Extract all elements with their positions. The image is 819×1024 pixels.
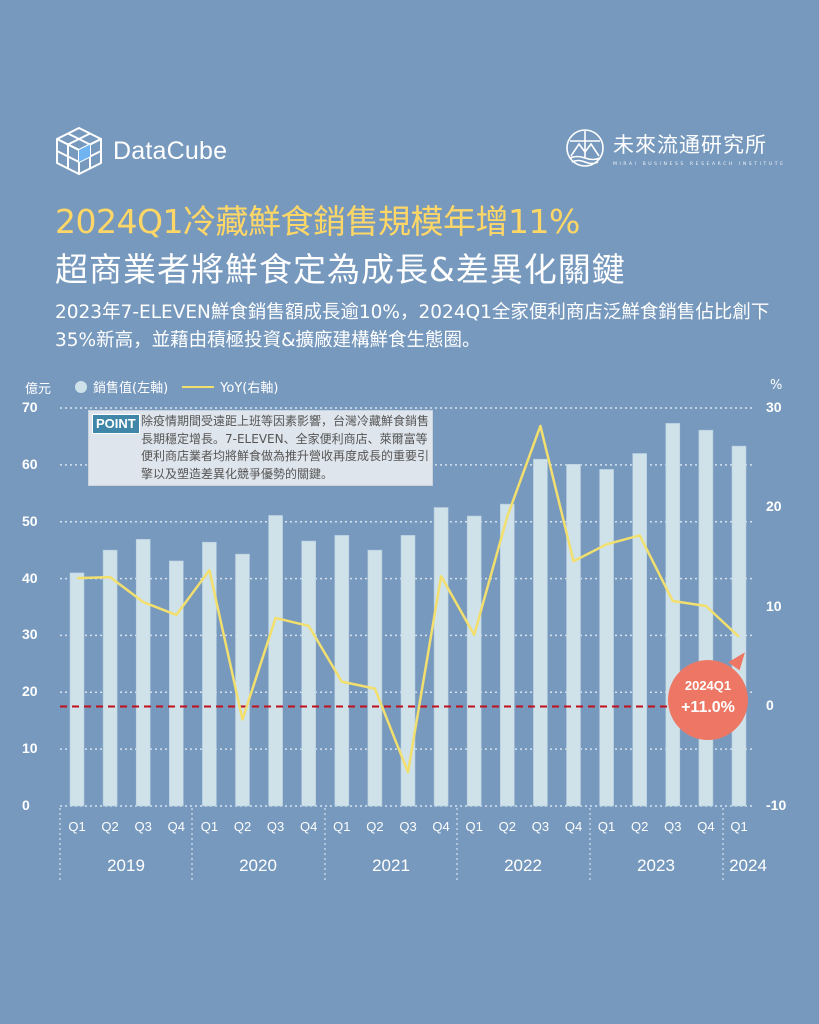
x-quarter-label: Q2 xyxy=(233,819,252,834)
sales-bar xyxy=(69,572,85,807)
y-tick-left: 50 xyxy=(22,513,38,529)
x-quarter-label: Q3 xyxy=(399,819,417,834)
datacube-logo: DataCube xyxy=(55,126,227,176)
x-quarter-label: Q2 xyxy=(498,819,516,834)
mirai-name-cn: 未來流通研究所 xyxy=(613,133,767,157)
sales-bar xyxy=(433,507,449,807)
x-quarter-label: Q3 xyxy=(664,819,682,834)
x-quarter-label: Q1 xyxy=(465,819,483,834)
line-legend-label: YoY(右軸) xyxy=(220,381,279,396)
sales-bar xyxy=(102,549,118,807)
x-quarter-label: Q1 xyxy=(597,819,616,834)
bar-legend-label: 銷售值(左軸) xyxy=(93,381,169,396)
left-axis-unit: 億元 xyxy=(25,382,52,397)
x-quarter-label: Q3 xyxy=(531,819,550,834)
mountain-circle-icon xyxy=(566,129,604,167)
x-quarter-label: Q4 xyxy=(432,819,450,834)
point-text: 除疫情期間受遠距上班等因素影響，台灣冷藏鮮食銷售長期穩定增長。7-ELEVEN、… xyxy=(141,414,430,481)
x-quarter-label: Q1 xyxy=(200,819,219,834)
sales-bar xyxy=(169,560,184,807)
sales-bar xyxy=(698,429,714,807)
y-tick-right: 10 xyxy=(766,598,782,614)
y-tick-right: 30 xyxy=(766,399,782,415)
x-quarter-label: Q1 xyxy=(730,819,748,834)
sales-bar xyxy=(499,503,515,807)
y-tick-left: 30 xyxy=(22,626,38,642)
x-quarter-label: Q3 xyxy=(134,819,152,834)
x-quarter-label: Q4 xyxy=(697,819,715,834)
y-tick-right: 0 xyxy=(766,697,774,713)
sales-bar xyxy=(466,515,482,807)
sales-bar xyxy=(301,540,317,807)
x-quarter-label: Q2 xyxy=(366,819,384,834)
y-tick-right: 20 xyxy=(766,498,782,514)
sales-bar xyxy=(135,539,151,807)
y-tick-left: 40 xyxy=(22,570,38,586)
sales-bar xyxy=(665,423,681,807)
x-year-label: 2024 xyxy=(729,856,767,875)
sales-bar xyxy=(400,535,416,807)
x-quarter-label: Q3 xyxy=(266,819,285,834)
x-year-label: 2020 xyxy=(239,856,277,875)
callout-value: +11.0% xyxy=(681,699,735,716)
x-quarter-label: Q2 xyxy=(101,819,119,834)
bar-legend-swatch xyxy=(75,380,87,393)
x-year-label: 2021 xyxy=(372,856,410,875)
x-year-label: 2019 xyxy=(107,856,145,875)
mirai-name-en: MIRAI BUSINESS RESEARCH INSTITUTE xyxy=(613,162,786,167)
point-badge: POINT xyxy=(92,414,140,434)
subheadline: 超商業者將鮮食定為成長&差異化關鍵 xyxy=(55,250,626,289)
sales-bar xyxy=(533,458,548,807)
headline: 2024Q1冷藏鮮食銷售規模年增11% xyxy=(55,202,580,241)
datacube-name: DataCube xyxy=(113,136,228,165)
sales-bar xyxy=(632,453,648,807)
cube-icon xyxy=(56,127,102,175)
sales-bar xyxy=(566,463,581,807)
y-tick-left: 0 xyxy=(22,797,30,813)
x-quarter-label: Q4 xyxy=(167,819,185,834)
sales-bar xyxy=(367,549,383,807)
x-year-label: 2022 xyxy=(504,856,542,875)
y-tick-left: 60 xyxy=(22,456,38,472)
mirai-logo: 未來流通研究所 MIRAI BUSINESS RESEARCH INSTITUT… xyxy=(565,128,786,168)
sales-bar xyxy=(235,553,250,807)
x-year-label: 2023 xyxy=(637,856,675,875)
sales-bar xyxy=(202,541,217,807)
callout-period: 2024Q1 xyxy=(684,678,732,693)
sales-bar xyxy=(334,535,350,807)
description: 2023年7-ELEVEN鮮食銷售額成長逾10%，2024Q1全家便利商店泛鮮食… xyxy=(55,302,770,351)
yoy-line xyxy=(76,424,740,774)
y-tick-left: 20 xyxy=(22,683,38,699)
point-note: POINT 除疫情期間受遠距上班等因素影響，台灣冷藏鮮食銷售長期穩定增長。7-E… xyxy=(88,410,433,486)
line-legend-swatch xyxy=(182,385,215,388)
y-tick-left: 70 xyxy=(22,399,38,415)
x-quarter-label: Q4 xyxy=(564,819,583,834)
chart-legend: 銷售值(左軸) YoY(右軸) xyxy=(75,377,278,396)
x-quarter-label: Q4 xyxy=(300,819,318,834)
x-quarter-label: Q2 xyxy=(631,819,649,834)
y-tick-left: 10 xyxy=(22,740,38,756)
yoy-callout: 2024Q1 +11.0% xyxy=(668,647,750,740)
y-tick-right: -10 xyxy=(766,797,787,813)
x-quarter-label: Q1 xyxy=(68,819,86,834)
x-quarter-label: Q1 xyxy=(333,819,351,834)
sales-bar xyxy=(268,515,283,807)
sales-bar xyxy=(599,469,614,807)
right-axis-unit: % xyxy=(770,378,783,393)
sales-bar xyxy=(731,445,747,807)
